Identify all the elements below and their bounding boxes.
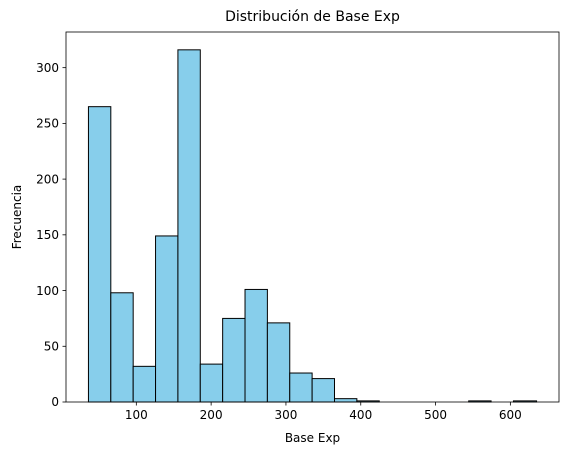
y-tick-label: 250 <box>36 117 59 131</box>
histogram-bar <box>289 372 313 403</box>
histogram-bar <box>87 106 112 403</box>
y-tick-label: 0 <box>51 395 59 409</box>
y-tick-label: 100 <box>36 284 59 298</box>
histogram-bar <box>244 288 268 403</box>
y-tick-label: 300 <box>36 61 59 75</box>
x-axis-label: Base Exp <box>285 431 340 445</box>
chart-title: Distribución de Base Exp <box>225 9 400 25</box>
x-tick-label: 500 <box>424 408 447 422</box>
histogram-bar <box>110 292 134 403</box>
histogram-bar <box>132 365 157 403</box>
bars-layer <box>87 49 538 403</box>
histogram-bar <box>222 317 246 403</box>
y-tick-label: 50 <box>44 339 59 353</box>
histogram-bar <box>311 378 335 403</box>
histogram-bar <box>177 49 201 403</box>
histogram-bar <box>266 322 291 403</box>
y-tick-label: 150 <box>36 228 59 242</box>
y-axis-label: Frecuencia <box>10 185 24 250</box>
histogram-bar <box>199 363 224 403</box>
x-tick-label: 200 <box>200 408 223 422</box>
histogram-bar <box>333 398 358 403</box>
x-tick-label: 100 <box>125 408 148 422</box>
plot-frame <box>65 31 560 403</box>
x-tick-label: 600 <box>499 408 522 422</box>
x-tick-label: 400 <box>349 408 372 422</box>
ticks-layer: 100 200 300 400 500 600 0 50 100 150 200 250 300 <box>36 61 522 422</box>
x-tick-label: 300 <box>274 408 297 422</box>
y-tick-label: 200 <box>36 172 59 186</box>
histogram-bar <box>155 235 179 403</box>
